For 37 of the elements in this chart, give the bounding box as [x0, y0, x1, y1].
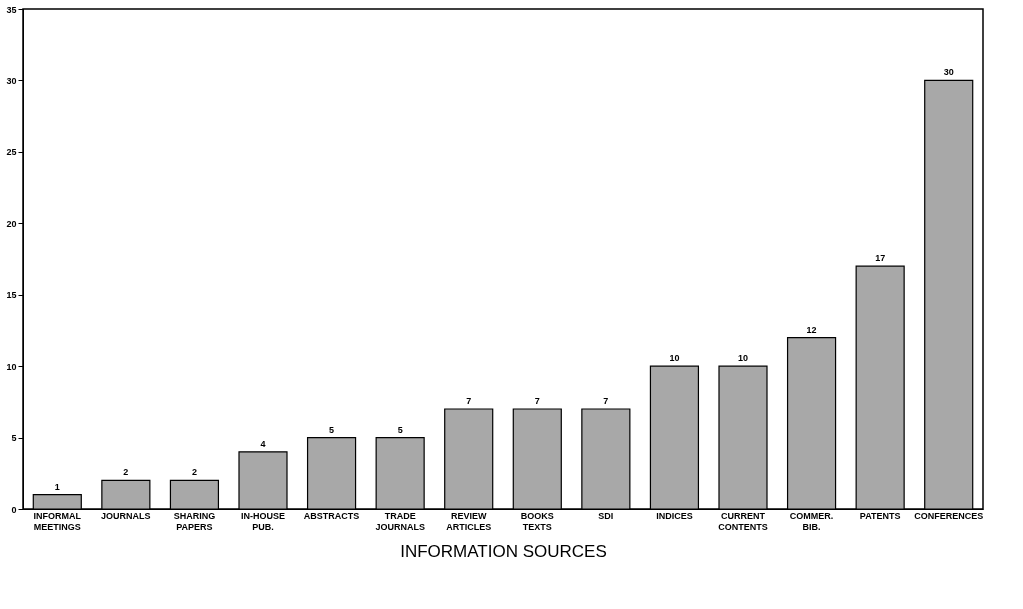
- y-tick-label: 25: [6, 147, 17, 158]
- x-tick-label: COMMER. BIB.: [789, 510, 834, 532]
- data-label: 7: [466, 396, 472, 406]
- x-tick-label: SHARING PAPERS: [173, 510, 216, 532]
- data-label: 2: [123, 467, 129, 478]
- data-label: 1: [54, 481, 60, 492]
- y-tick-label: 30: [6, 75, 17, 86]
- x-tick-label: REVIEW ARTICLES: [446, 510, 492, 532]
- y-tick-label: 0: [11, 504, 17, 515]
- x-tick-label: JOURNALS: [101, 510, 151, 521]
- data-label: 5: [397, 424, 403, 435]
- data-label: 17: [875, 253, 886, 264]
- x-tick-label: ABSTRACTS: [303, 510, 360, 521]
- x-tick-label: CURRENT CONTENTS: [718, 510, 768, 532]
- x-tick-label: INFORMAL MEETINGS: [33, 510, 82, 532]
- x-tick-label: CONFERENCES: [914, 510, 984, 521]
- data-label: 10: [669, 353, 680, 364]
- y-tick-label: 15: [6, 290, 17, 301]
- data-label: 2: [191, 467, 197, 478]
- y-tick-label: 35: [6, 4, 17, 15]
- data-label: 30: [943, 67, 954, 78]
- data-label: 7: [603, 396, 609, 406]
- y-tick-label: 20: [6, 218, 17, 229]
- y-tick-label: 10: [6, 361, 17, 372]
- x-tick-label: TRADE JOURNALS: [375, 510, 425, 532]
- x-tick-label: PATENTS: [859, 510, 901, 521]
- data-label: 4: [260, 438, 266, 449]
- data-label: 7: [534, 396, 540, 406]
- x-tick-label: IN-HOUSE PUB.: [240, 510, 286, 532]
- y-tick-label: 5: [11, 433, 17, 444]
- data-label: 10: [737, 353, 749, 364]
- x-tick-label: BOOKS TEXTS: [520, 510, 554, 532]
- x-tick-label: SDI: [598, 510, 614, 521]
- data-label: 5: [329, 424, 335, 435]
- x-axis-title: INFORMATION SOURCES: [400, 541, 607, 561]
- data-label: 12: [806, 324, 817, 335]
- x-tick-label: INDICES: [656, 510, 693, 521]
